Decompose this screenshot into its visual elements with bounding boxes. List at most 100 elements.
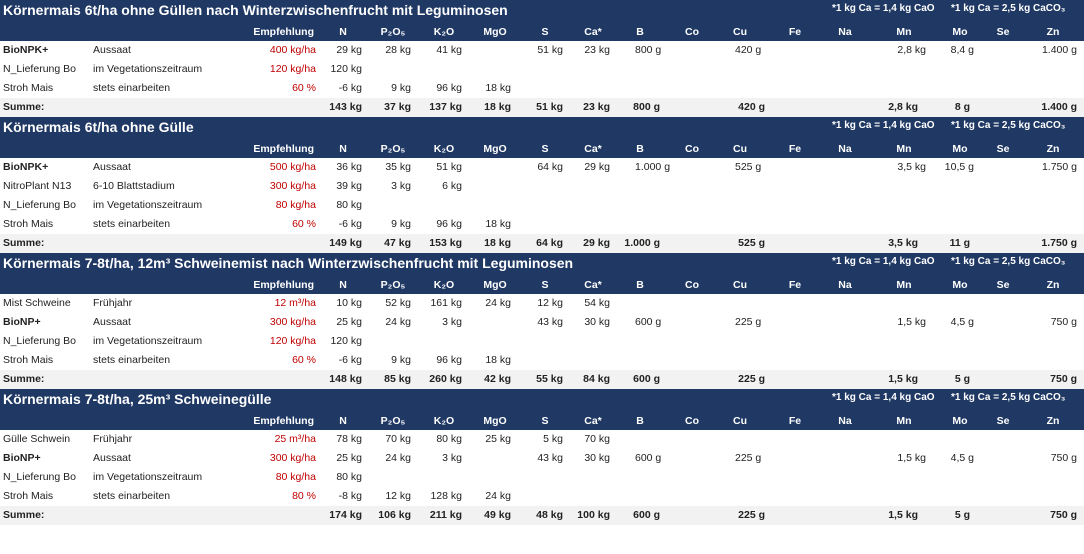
note-ca-caco3: *1 kg Ca = 2,5 kg CaCO₃ [951, 392, 1066, 403]
column-header-row: Empfehlung N P₂O₅ K₂O MgO S Ca* B Co Cu Fe Na Mn Mo Se… [0, 415, 1084, 429]
table-row: Stroh Mais stets einarbeiten 60 % -6 kg 9 kg… [0, 215, 1084, 234]
column-header-mn: Mn [896, 26, 912, 38]
cell-mgo: 25 kg [485, 433, 511, 445]
table-row: N_Lieferung Bo im Vegetationszeitraum 80 k… [0, 468, 1084, 487]
product-name: BioNP+ [3, 452, 41, 464]
column-header-se: Se [996, 143, 1010, 155]
column-header-row: Empfehlung N P₂O₅ K₂O MgO S Ca* B Co Cu Fe Na Mn Mo Se… [0, 143, 1084, 157]
column-header-co: Co [685, 143, 699, 155]
cell-n: 25 kg [336, 452, 362, 464]
cell-k: 128 kg [430, 490, 462, 502]
cell-p: 28 kg [385, 44, 411, 56]
application-timing: Aussaat [93, 44, 131, 56]
cell-k: 96 kg [436, 82, 462, 94]
cell-k: 80 kg [436, 433, 462, 445]
note-ca-caco3: *1 kg Ca = 2,5 kg CaCO₃ [951, 120, 1066, 131]
sum-s: 55 kg [536, 373, 563, 385]
cell-n: 39 kg [336, 180, 362, 192]
cell-n: 120 kg [330, 335, 362, 347]
cell-zn: 750 g [1050, 452, 1077, 464]
column-header-mgo: MgO [483, 143, 507, 155]
product-name: Stroh Mais [3, 82, 54, 94]
cell-n: 29 kg [336, 44, 362, 56]
cell-mn: 3,5 kg [897, 161, 926, 173]
column-header-zn: Zn [1046, 415, 1060, 427]
sum-mn: 1,5 kg [888, 373, 918, 385]
sum-b: 1.000 g [624, 237, 660, 249]
column-header-p: P₂O₅ [380, 279, 406, 291]
crop-section: Körnermais 7-8t/ha, 12m³ Schweinemist na… [0, 253, 1084, 389]
product-name: BioNP+ [3, 316, 41, 328]
note-ca-cao: *1 kg Ca = 1,4 kg CaO [832, 3, 935, 14]
column-header-p: P₂O₅ [380, 143, 406, 155]
column-header-co: Co [685, 415, 699, 427]
cell-s: 5 kg [543, 433, 563, 445]
sum-label: Summe: [3, 101, 45, 113]
cell-emp: 300 kg/ha [269, 180, 316, 192]
column-header-ca: Ca* [584, 279, 602, 291]
product-name: NitroPlant N13 [3, 180, 72, 192]
cell-p: 52 kg [385, 297, 411, 309]
column-header-s: S [541, 415, 549, 427]
cell-mgo: 18 kg [485, 218, 511, 230]
sum-zn: 750 g [1050, 373, 1077, 385]
application-timing: im Vegetationszeitraum [93, 63, 203, 75]
cell-n: 78 kg [336, 433, 362, 445]
cell-emp: 80 kg/ha [275, 199, 316, 211]
application-timing: stets einarbeiten [93, 490, 171, 502]
sum-cu: 420 g [738, 101, 765, 113]
cell-emp: 60 % [292, 82, 316, 94]
application-timing: Frühjahr [93, 433, 133, 445]
table-row: BioNPK+ Aussaat 400 kg/ha 29 kg 28 kg 41 kg 51… [0, 41, 1084, 60]
table-row: BioNPK+ Aussaat 500 kg/ha 36 kg 35 kg 51 kg 64… [0, 158, 1084, 177]
sum-b: 600 g [633, 509, 660, 521]
cell-n: -6 kg [338, 218, 362, 230]
table-row: Stroh Mais stets einarbeiten 60 % -6 kg 9 kg… [0, 79, 1084, 98]
section-title: Körnermais 6t/ha ohne Güllen nach Winter… [3, 2, 508, 18]
sum-p: 37 kg [384, 101, 411, 113]
sum-mgo: 42 kg [484, 373, 511, 385]
column-header-cu: Cu [733, 415, 747, 427]
column-header-k: K₂O [433, 143, 455, 155]
sum-mn: 1,5 kg [888, 509, 918, 521]
product-name: Mist Schweine [3, 297, 71, 309]
column-header-mo: Mo [952, 143, 968, 155]
cell-mgo: 24 kg [485, 490, 511, 502]
cell-k: 51 kg [436, 161, 462, 173]
application-timing: im Vegetationszeitraum [93, 199, 203, 211]
sum-row: Summe: 149 kg 47 kg 153 kg 18 kg 64 kg 29 kg 1.… [0, 234, 1084, 253]
sum-n: 143 kg [329, 101, 362, 113]
cell-k: 41 kg [436, 44, 462, 56]
column-header-s: S [541, 279, 549, 291]
cell-emp: 300 kg/ha [269, 316, 316, 328]
note-ca-cao: *1 kg Ca = 1,4 kg CaO [832, 120, 935, 131]
cell-b: 600 g [635, 316, 662, 328]
sum-s: 48 kg [536, 509, 563, 521]
cell-s: 12 kg [537, 297, 563, 309]
column-header-p: P₂O₅ [380, 415, 406, 427]
sum-mn: 2,8 kg [888, 101, 918, 113]
column-header-se: Se [996, 279, 1010, 291]
crop-section: Körnermais 6t/ha ohne Güllen nach Winter… [0, 0, 1084, 117]
cell-s: 64 kg [537, 161, 563, 173]
sum-n: 174 kg [329, 509, 362, 521]
table-row: NitroPlant N13 6-10 Blattstadium 300 kg/ha… [0, 177, 1084, 196]
cell-zn: 1.400 g [1041, 44, 1077, 56]
column-header-emp: Empfehlung [253, 26, 314, 38]
column-header-cu: Cu [733, 143, 747, 155]
sum-k: 211 kg [429, 509, 462, 521]
cell-cu: 225 g [735, 316, 762, 328]
column-header-fe: Fe [788, 143, 802, 155]
sum-k: 260 kg [429, 373, 462, 385]
cell-k: 161 kg [430, 297, 462, 309]
cell-k: 3 kg [442, 316, 462, 328]
cell-p: 24 kg [385, 316, 411, 328]
cell-n: -6 kg [338, 354, 362, 366]
column-header-mn: Mn [896, 143, 912, 155]
cell-b: 1.000 g [635, 161, 671, 173]
column-header-co: Co [685, 26, 699, 38]
cell-p: 9 kg [391, 218, 411, 230]
column-header-se: Se [996, 26, 1010, 38]
cell-n: -8 kg [338, 490, 362, 502]
cell-emp: 60 % [292, 218, 316, 230]
